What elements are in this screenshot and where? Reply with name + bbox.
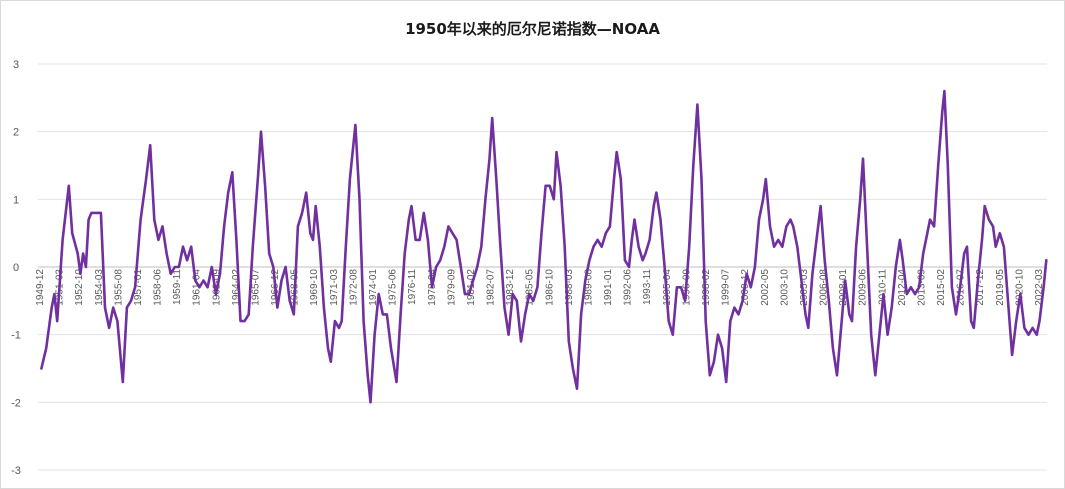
x-tick-label: 1991-01 bbox=[603, 269, 614, 306]
x-tick-label: 1971-03 bbox=[329, 269, 340, 306]
y-tick-label: -2 bbox=[11, 397, 21, 409]
x-tick-label: 1958-06 bbox=[153, 269, 164, 306]
x-tick-label: 1983-12 bbox=[505, 269, 516, 306]
x-tick-label: 1974-01 bbox=[368, 269, 379, 306]
x-tick-label: 2022-03 bbox=[1034, 269, 1045, 306]
x-tick-label: 2009-06 bbox=[858, 269, 869, 306]
y-tick-label: -3 bbox=[11, 465, 21, 477]
y-tick-label: -1 bbox=[11, 330, 21, 342]
y-tick-label: 1 bbox=[13, 194, 19, 206]
x-tick-label: 2005-03 bbox=[799, 269, 810, 306]
x-tick-label: 2015-02 bbox=[936, 269, 947, 306]
x-tick-label: 1949-12 bbox=[35, 269, 46, 306]
x-tick-label: 2019-05 bbox=[995, 269, 1006, 306]
enso-index-line bbox=[40, 89, 1048, 404]
x-tick-label: 1969-10 bbox=[309, 269, 320, 306]
x-tick-label: 1989-08 bbox=[583, 269, 594, 306]
y-tick-label: 2 bbox=[13, 127, 19, 139]
x-tick-label: 1959-11 bbox=[172, 269, 183, 305]
x-tick-label: 1954-03 bbox=[94, 269, 105, 306]
x-tick-label: 2012-04 bbox=[897, 269, 908, 306]
x-tick-label: 1965-07 bbox=[250, 269, 261, 306]
x-tick-label: 1952-10 bbox=[74, 269, 85, 306]
x-tick-label: 1986-10 bbox=[544, 269, 555, 306]
chart-title: 1950年以来的厄尔尼诺指数—NOAA bbox=[405, 20, 660, 38]
x-tick-label: 1992-06 bbox=[623, 269, 634, 306]
y-tick-label: 0 bbox=[13, 262, 19, 274]
y-tick-label: 3 bbox=[13, 59, 19, 71]
x-tick-label: 2017-12 bbox=[975, 269, 986, 306]
x-tick-label: 1961-04 bbox=[192, 269, 203, 306]
x-tick-label: 1985-05 bbox=[525, 269, 536, 306]
x-tick-label: 2020-10 bbox=[1014, 269, 1025, 306]
x-tick-label: 2002-05 bbox=[760, 269, 771, 306]
x-tick-label: 1982-07 bbox=[486, 269, 497, 306]
x-tick-label: 2010-11 bbox=[877, 269, 888, 305]
x-tick-label: 1999-07 bbox=[721, 269, 732, 306]
x-tick-label: 1998-02 bbox=[701, 269, 712, 306]
x-tick-label: 1972-08 bbox=[348, 269, 359, 306]
x-tick-label: 1988-03 bbox=[564, 269, 575, 306]
x-tick-label: 1979-09 bbox=[446, 269, 457, 306]
x-tick-label: 2013-09 bbox=[916, 269, 927, 306]
x-tick-label: 1976-11 bbox=[407, 269, 418, 305]
y-axis-ticks: 3 2 1 0 -1 -2 -3 bbox=[11, 59, 21, 477]
x-tick-label: 1975-06 bbox=[388, 269, 399, 306]
x-tick-label: 1993-11 bbox=[642, 269, 653, 305]
series-layer bbox=[40, 89, 1048, 404]
x-tick-label: 1955-08 bbox=[113, 269, 124, 306]
x-tick-label: 2003-10 bbox=[779, 269, 790, 306]
x-tick-label: 1964-02 bbox=[231, 269, 242, 306]
x-tick-label: 2006-08 bbox=[819, 269, 830, 306]
x-tick-label: 1957-01 bbox=[133, 269, 144, 306]
gridlines bbox=[38, 63, 1047, 471]
